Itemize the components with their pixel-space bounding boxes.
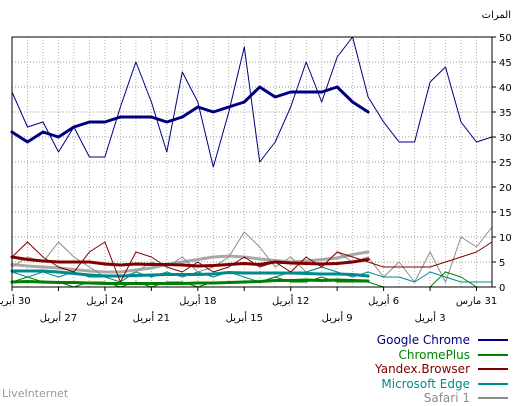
- y-tick-label: 0: [499, 283, 505, 294]
- legend-swatch: [478, 397, 508, 400]
- x-tick-label: 30 أبريل: [0, 294, 31, 307]
- legend-item-google-chrome: Google Chrome: [375, 333, 508, 348]
- y-tick-label: 5: [499, 258, 505, 269]
- x-tick-label: 6 أبريل: [368, 294, 399, 307]
- legend-label: Safari 1: [423, 391, 470, 406]
- legend-item-microsoft-edge: Microsoft Edge: [375, 377, 508, 392]
- x-tick-label: 27 أبريل: [40, 311, 77, 324]
- series-daily-yandex-browser: [11, 241, 493, 283]
- watermark: LiveInternet: [2, 387, 69, 400]
- x-tick-label: 9 أبريل: [322, 311, 353, 324]
- x-tick-label: 18 أبريل: [179, 294, 216, 307]
- legend-label: Google Chrome: [376, 333, 470, 348]
- x-tick-label: 31 مارس: [456, 296, 497, 307]
- x-tick-label: 12 أبريل: [272, 294, 309, 307]
- y-axis-label: المرات: [482, 10, 511, 21]
- y-tick-label: 10: [499, 233, 512, 244]
- legend-swatch: [478, 339, 508, 342]
- legend-label: Yandex.Browser: [375, 362, 470, 377]
- y-tick-label: 20: [499, 183, 512, 194]
- plot-frame: [11, 36, 493, 288]
- series-daily-google-chrome: [11, 36, 493, 168]
- y-tick-label: 15: [499, 208, 512, 219]
- series-trend-chromeplus: [10, 278, 370, 285]
- legend-label: Microsoft Edge: [381, 376, 470, 391]
- series-daily-microsoft-edge: [11, 266, 492, 283]
- y-tick-label: 35: [499, 108, 512, 119]
- legend-label: ChromePlus: [398, 347, 471, 362]
- legend-swatch: [478, 368, 508, 371]
- x-tick-label: 3 أبريل: [415, 311, 446, 324]
- x-tick-label: 24 أبريل: [86, 294, 123, 307]
- y-tick-label: 30: [499, 133, 512, 144]
- y-tick-label: 25: [499, 158, 512, 169]
- series-trend-safari-1: [10, 250, 370, 274]
- y-tick-label: 40: [499, 83, 512, 94]
- y-tick-label: 45: [499, 58, 512, 69]
- legend-item-yandex-browser: Yandex.Browser: [375, 362, 508, 377]
- legend-swatch: [478, 382, 508, 385]
- legend-item-chromeplus: ChromePlus: [375, 348, 508, 363]
- legend: Google Chrome ChromePlus Yandex.Browser Mic…: [375, 333, 508, 406]
- series-trend-microsoft-edge: [10, 269, 370, 278]
- legend-swatch: [478, 353, 508, 356]
- series-trend-google-chrome: [10, 85, 370, 144]
- y-tick-label: 50: [499, 33, 512, 44]
- legend-item-safari-1: Safari 1: [375, 391, 508, 406]
- series-trend-yandex-browser: [10, 255, 370, 268]
- series-daily-safari-1: [11, 226, 493, 283]
- x-tick-label: 15 أبريل: [226, 311, 263, 324]
- x-tick-label: 21 أبريل: [133, 311, 170, 324]
- y-axis: 0 5 10 15 20 25 30 35 40 45 50: [492, 33, 512, 294]
- x-axis: 31 مارس 6 أبريل 12 أبريل 18 أبريل 24 أبريل 30…: [0, 287, 497, 324]
- series-layer: [10, 36, 493, 288]
